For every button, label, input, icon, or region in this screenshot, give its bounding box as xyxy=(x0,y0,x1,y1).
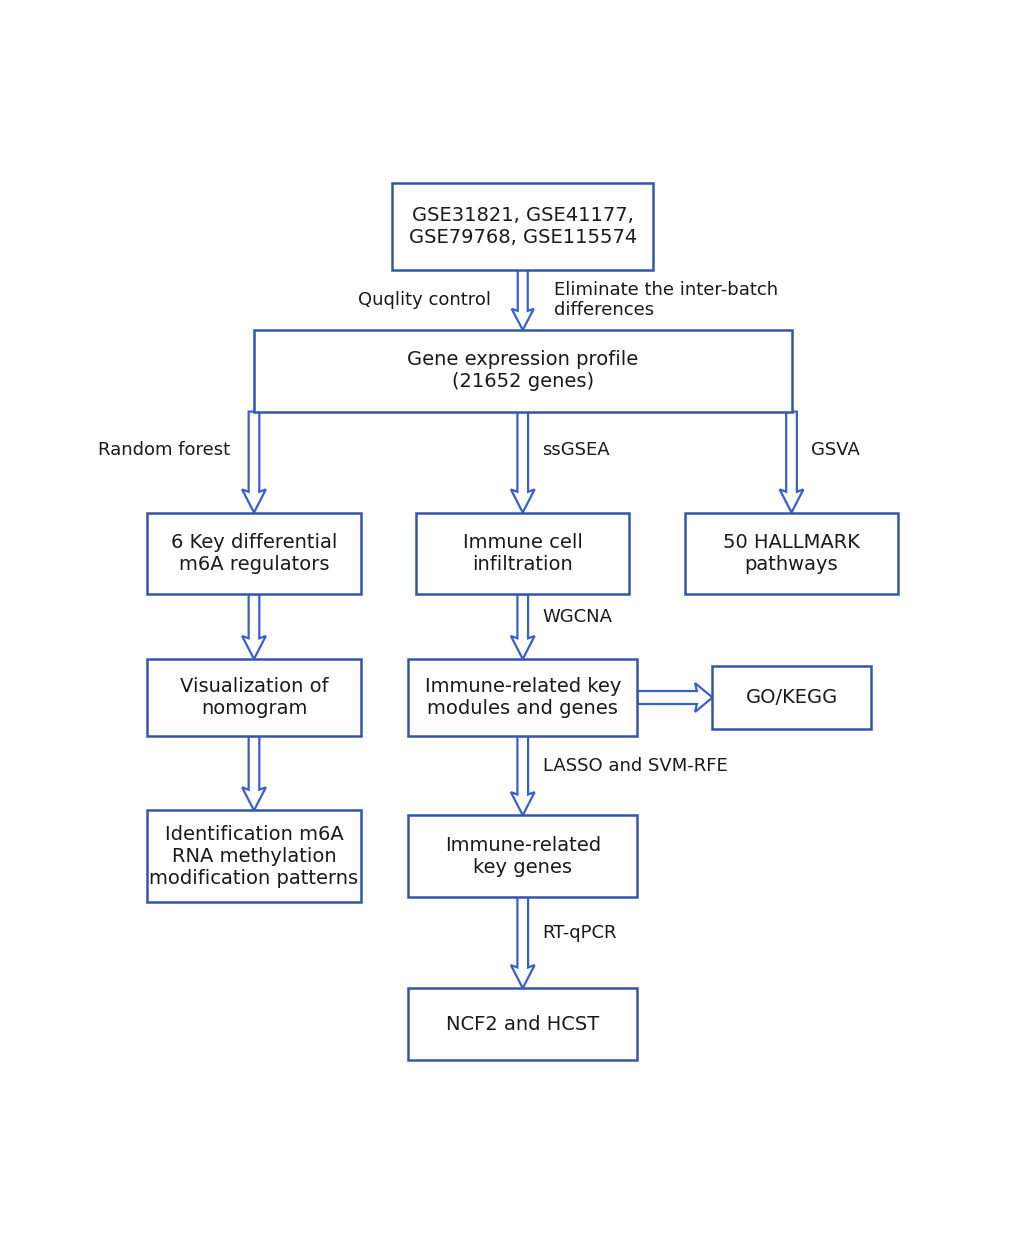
FancyArrow shape xyxy=(511,594,534,659)
Text: Quqlity control: Quqlity control xyxy=(358,291,491,310)
FancyArrow shape xyxy=(637,683,711,711)
FancyBboxPatch shape xyxy=(392,183,652,270)
Text: Immune cell
infiltration: Immune cell infiltration xyxy=(463,533,582,574)
FancyBboxPatch shape xyxy=(711,666,870,729)
Text: 50 HALLMARK
pathways: 50 HALLMARK pathways xyxy=(722,533,859,574)
FancyBboxPatch shape xyxy=(416,513,629,594)
FancyArrow shape xyxy=(779,412,803,513)
FancyArrow shape xyxy=(511,412,534,513)
Text: Immune-related
key genes: Immune-related key genes xyxy=(444,836,600,876)
FancyArrow shape xyxy=(242,412,266,513)
FancyBboxPatch shape xyxy=(408,815,637,897)
FancyBboxPatch shape xyxy=(147,810,361,902)
FancyBboxPatch shape xyxy=(147,513,361,594)
FancyBboxPatch shape xyxy=(147,659,361,736)
FancyBboxPatch shape xyxy=(254,329,791,412)
FancyBboxPatch shape xyxy=(408,659,637,736)
Text: Random forest: Random forest xyxy=(98,441,230,459)
FancyArrow shape xyxy=(242,736,266,810)
Text: Visualization of
nomogram: Visualization of nomogram xyxy=(179,676,328,718)
Text: RT-qPCR: RT-qPCR xyxy=(542,924,616,942)
Text: Identification m6A
RNA methylation
modification patterns: Identification m6A RNA methylation modif… xyxy=(149,825,359,887)
Text: WGCNA: WGCNA xyxy=(542,608,612,626)
Text: GSE31821, GSE41177,
GSE79768, GSE115574: GSE31821, GSE41177, GSE79768, GSE115574 xyxy=(409,206,636,247)
Text: 6 Key differential
m6A regulators: 6 Key differential m6A regulators xyxy=(170,533,337,574)
Text: LASSO and SVM-RFE: LASSO and SVM-RFE xyxy=(542,758,727,775)
Text: Eliminate the inter-batch
differences: Eliminate the inter-batch differences xyxy=(554,281,777,319)
Text: GSVA: GSVA xyxy=(810,441,859,459)
Text: GO/KEGG: GO/KEGG xyxy=(745,688,837,708)
FancyArrow shape xyxy=(511,736,534,815)
Text: ssGSEA: ssGSEA xyxy=(542,441,609,459)
FancyArrow shape xyxy=(242,594,266,659)
FancyArrow shape xyxy=(512,270,533,329)
Text: Immune-related key
modules and genes: Immune-related key modules and genes xyxy=(424,676,621,718)
Text: Gene expression profile
(21652 genes): Gene expression profile (21652 genes) xyxy=(407,351,638,392)
Text: NCF2 and HCST: NCF2 and HCST xyxy=(445,1015,599,1033)
FancyBboxPatch shape xyxy=(408,988,637,1061)
FancyArrow shape xyxy=(511,897,534,988)
FancyBboxPatch shape xyxy=(684,513,898,594)
